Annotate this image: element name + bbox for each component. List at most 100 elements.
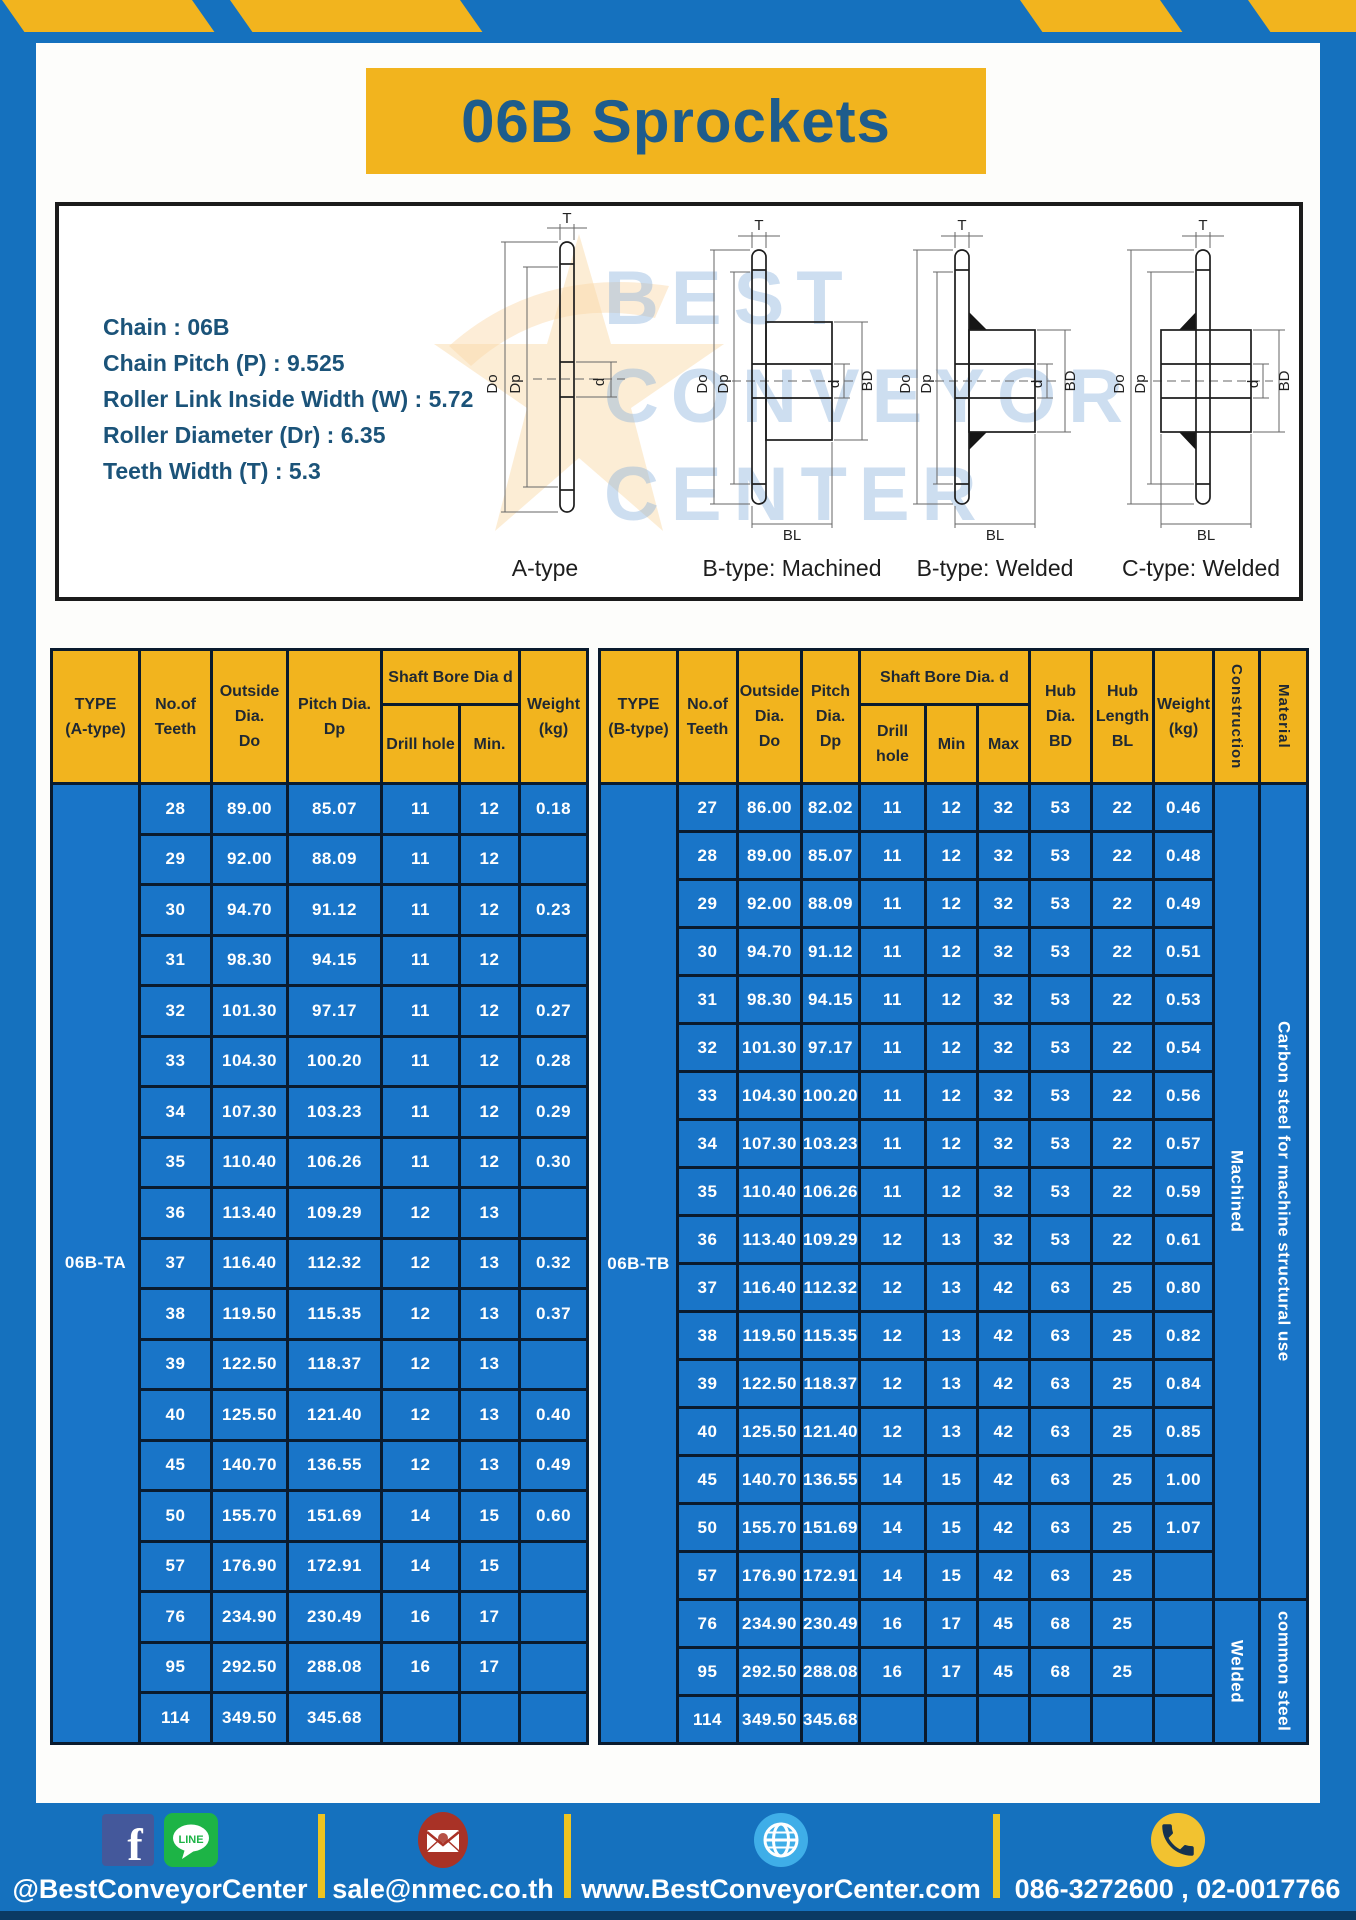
- cell: 32: [976, 878, 1031, 929]
- col-header-hub-dia: Hub Dia. BD: [1028, 648, 1093, 785]
- cell: 125.50: [736, 1406, 803, 1457]
- cell: 12: [458, 1034, 521, 1088]
- cell: 112.32: [286, 1236, 383, 1290]
- cell: 42: [976, 1262, 1031, 1313]
- cell: 42: [976, 1454, 1031, 1505]
- cell: 0.23: [518, 883, 589, 937]
- col-header-outside-dia: Outside Dia. Do: [210, 648, 289, 785]
- cell: 11: [858, 1022, 927, 1073]
- cell: 140.70: [210, 1438, 289, 1492]
- cell: 63: [1028, 1358, 1093, 1409]
- cell: 22: [1090, 1118, 1155, 1169]
- cell: [518, 1590, 589, 1644]
- col-header-outside-dia: Outside Dia. Do: [736, 648, 803, 785]
- table-row: 39 122.50 118.37 12 13: [52, 1337, 589, 1391]
- construction-cell: Machined: [1212, 782, 1261, 1601]
- table-row: 95 292.50 288.08 16 17: [52, 1640, 589, 1694]
- cell: 30: [676, 926, 739, 977]
- cell: 11: [380, 1085, 461, 1139]
- col-header-material: Material: [1258, 648, 1309, 785]
- cell: 109.29: [800, 1214, 861, 1265]
- table-row: 95 292.50 288.08 16 17 45 68 25: [600, 1646, 1308, 1697]
- cell: 32: [138, 984, 213, 1038]
- cell: 35: [676, 1166, 739, 1217]
- cell: 12: [924, 830, 979, 881]
- spec-line: Roller Link Inside Width (W) : 5.72: [103, 386, 474, 412]
- cell: 53: [1028, 974, 1093, 1025]
- table-row: 38 119.50 115.35 12 13 0.37: [52, 1287, 589, 1341]
- cell: 95: [138, 1640, 213, 1694]
- cell: 121.40: [800, 1406, 861, 1457]
- col-header-teeth: No.of Teeth: [676, 648, 739, 785]
- cell: [518, 1186, 589, 1240]
- cell: 38: [138, 1287, 213, 1341]
- cell: 151.69: [800, 1502, 861, 1553]
- col-header-shaft-bore: Shaft Bore Dia. d: [858, 648, 1031, 706]
- watermark-line: CENTER: [604, 452, 989, 537]
- title-banner: 06B Sprockets: [366, 68, 986, 174]
- cell: 12: [924, 782, 979, 833]
- cell: 0.46: [1152, 782, 1215, 833]
- cell: 45: [976, 1646, 1031, 1697]
- footer-divider: [564, 1814, 571, 1898]
- cell: 16: [858, 1646, 927, 1697]
- cell: 12: [380, 1337, 461, 1391]
- cell: 16: [380, 1590, 461, 1644]
- cell: 94.70: [210, 883, 289, 937]
- spec-line: Teeth Width (T) : 5.3: [103, 458, 321, 484]
- cell: 85.07: [800, 830, 861, 881]
- cell: 12: [458, 933, 521, 987]
- cell: 100.20: [800, 1070, 861, 1121]
- globe-icon: [754, 1813, 808, 1867]
- cell: 42: [976, 1310, 1031, 1361]
- hazard-stripe: [1020, 0, 1183, 32]
- cell: 107.30: [210, 1085, 289, 1139]
- spec-line: Roller Diameter (Dr) : 6.35: [103, 422, 386, 448]
- cell: 32: [976, 1070, 1031, 1121]
- cell: 94.70: [736, 926, 803, 977]
- b-type-table: TYPE (B-type) No.of Teeth Outside Dia. Do Pi…: [598, 648, 1309, 1745]
- cell: 11: [858, 782, 927, 833]
- cell: 101.30: [736, 1022, 803, 1073]
- cell: 12: [458, 883, 521, 937]
- cell: 100.20: [286, 1034, 383, 1088]
- cell: [1152, 1550, 1215, 1601]
- cell: 13: [924, 1262, 979, 1313]
- table-row: 35 110.40 106.26 11 12 0.30: [52, 1135, 589, 1189]
- cell: [976, 1694, 1031, 1745]
- cell: 104.30: [210, 1034, 289, 1088]
- cell: 29: [138, 832, 213, 886]
- cell: 63: [1028, 1550, 1093, 1601]
- dim-label-dp: Dp: [918, 374, 935, 393]
- cell: 63: [1028, 1502, 1093, 1553]
- cell: 140.70: [736, 1454, 803, 1505]
- cell: 12: [924, 878, 979, 929]
- cell: 12: [380, 1438, 461, 1492]
- table-row: 35 110.40 106.26 11 12 32 53 22 0.59: [600, 1166, 1308, 1217]
- cell: 349.50: [736, 1694, 803, 1745]
- cell: 53: [1028, 782, 1093, 833]
- table-row: 37 116.40 112.32 12 13 0.32: [52, 1236, 589, 1290]
- cell: [518, 832, 589, 886]
- cell: 14: [858, 1454, 927, 1505]
- cell: 25: [1090, 1598, 1155, 1649]
- cell: 42: [976, 1406, 1031, 1457]
- dim-label-bd: BD: [859, 370, 876, 391]
- cell: 53: [1028, 926, 1093, 977]
- cell: 115.35: [286, 1287, 383, 1341]
- cell: 17: [458, 1640, 521, 1694]
- col-header-shaft-bore: Shaft Bore Dia d: [380, 648, 521, 706]
- cell: 32: [976, 1118, 1031, 1169]
- cell: 34: [676, 1118, 739, 1169]
- cell: 288.08: [800, 1646, 861, 1697]
- col-header-weight: Weight (kg): [518, 648, 589, 785]
- cell: 32: [976, 1214, 1031, 1265]
- dim-label-d: d: [591, 378, 608, 386]
- b-type-table-body: 06B-TB 27 86.00 82.02 11 12 32 53 22 0.46 Machined…: [598, 782, 1309, 1745]
- cell: 292.50: [210, 1640, 289, 1694]
- cell: 234.90: [736, 1598, 803, 1649]
- cell: 1.00: [1152, 1454, 1215, 1505]
- cell: 11: [380, 1034, 461, 1088]
- cell: 122.50: [210, 1337, 289, 1391]
